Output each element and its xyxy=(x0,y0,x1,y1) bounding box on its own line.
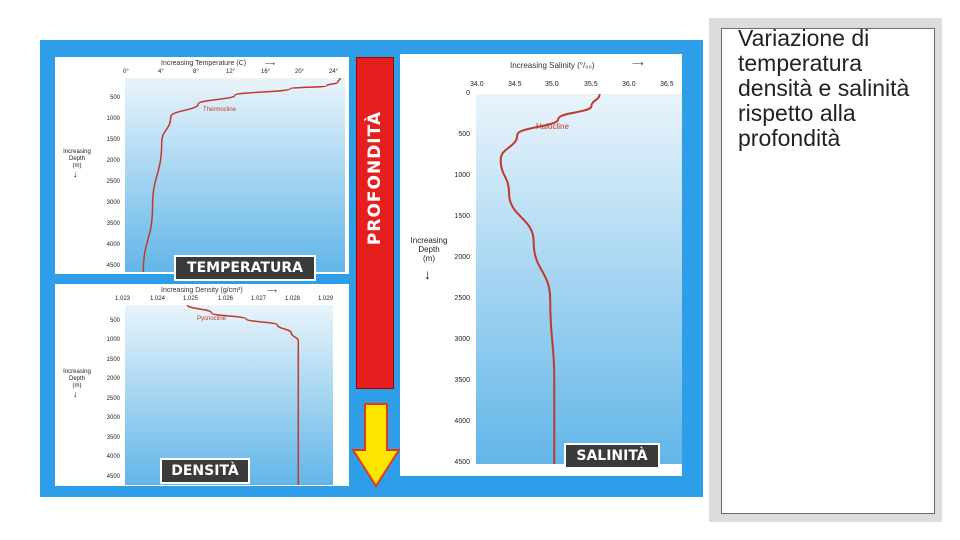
x-tick: 1.027 xyxy=(251,296,267,302)
y-tick: 2000 xyxy=(106,376,120,382)
slide-title: Variazione di temperatura densità e sali… xyxy=(738,25,910,151)
y-tick: 4500 xyxy=(454,459,470,466)
profondita-bar: PROFONDITÀ xyxy=(356,57,394,389)
y-tick: 2500 xyxy=(454,295,470,302)
y-tick: 3500 xyxy=(106,435,120,441)
y-tick: 1500 xyxy=(454,213,470,220)
x-tick: 16° xyxy=(261,69,271,75)
arrow-down-icon: ↓ xyxy=(424,266,431,282)
density-panel: Increasing Density (g/cm³) ⟶ 1.023 1.024… xyxy=(55,284,349,486)
y-tick: 3000 xyxy=(454,336,470,343)
temperature-plot-area xyxy=(125,78,345,272)
y-tick: 4000 xyxy=(106,242,120,248)
y-tick: 500 xyxy=(458,131,470,138)
y-tick: 500 xyxy=(109,318,120,324)
y-tick: 2500 xyxy=(106,179,120,185)
depth-label-line: (m) xyxy=(423,254,435,263)
y-tick: 3000 xyxy=(106,200,120,206)
depth-label-line: Increasing xyxy=(63,369,91,375)
x-tick: 35.5 xyxy=(584,81,598,88)
arrow-right-icon: ⟶ xyxy=(267,288,278,295)
x-tick: 36.5 xyxy=(660,81,674,88)
depth-label-line: (m) xyxy=(72,163,82,169)
salinita-label: SALINITÀ xyxy=(564,443,660,469)
y-tick: 1000 xyxy=(454,172,470,179)
arrow-right-icon: ⟶ xyxy=(632,59,644,68)
y-tick: 1000 xyxy=(106,337,120,343)
y-tick: 1000 xyxy=(106,116,120,122)
temperature-curve xyxy=(142,78,342,272)
arrow-right-icon: ⟶ xyxy=(265,61,276,68)
density-curve-svg xyxy=(186,305,300,485)
y-tick: 2000 xyxy=(454,254,470,261)
density-axis-title: Increasing Density (g/cm³) xyxy=(161,287,243,294)
x-tick: 8° xyxy=(193,69,199,75)
x-tick: 0° xyxy=(123,69,129,75)
density-curve xyxy=(186,305,300,485)
salinity-plot-area xyxy=(476,94,682,464)
y-tick: 1500 xyxy=(106,137,120,143)
arrow-down-icon: ↓ xyxy=(73,389,78,399)
x-tick: 20° xyxy=(295,69,305,75)
depth-label-line: Depth xyxy=(68,376,85,382)
y-tick: 3000 xyxy=(106,415,120,421)
y-tick: 4000 xyxy=(454,418,470,425)
depth-label: Increasing Depth (m) xyxy=(402,236,456,263)
x-tick: 1.029 xyxy=(318,296,334,302)
depth-label-line: Depth xyxy=(68,156,85,162)
x-tick: 1.026 xyxy=(218,296,234,302)
thermocline-annotation: Thermocline xyxy=(203,107,237,113)
ocean-profiles-figure: Increasing Temperature (C) ⟶ 0° 4° 8° 12… xyxy=(40,40,703,497)
depth-label: Increasing Depth (m) xyxy=(57,149,97,170)
y-tick: 2000 xyxy=(106,158,120,164)
x-tick: 35.0 xyxy=(545,81,559,88)
temperatura-label: TEMPERATURA xyxy=(174,255,316,281)
y-tick: 4500 xyxy=(106,263,120,269)
depth-label-line: Increasing xyxy=(410,236,448,245)
salinity-curve xyxy=(499,94,601,464)
x-tick: 4° xyxy=(158,69,164,75)
y-tick: 500 xyxy=(109,95,120,101)
arrow-down-icon: ↓ xyxy=(73,169,78,179)
y-tick: 4500 xyxy=(106,474,120,480)
halocline-annotation: Halocline xyxy=(536,122,569,131)
y-tick: 2500 xyxy=(106,396,120,402)
x-tick: 24° xyxy=(329,69,339,75)
y-tick: 0 xyxy=(466,90,470,97)
x-tick: 34.5 xyxy=(508,81,522,88)
temperature-panel: Increasing Temperature (C) ⟶ 0° 4° 8° 12… xyxy=(55,57,349,274)
x-tick: 12° xyxy=(226,69,236,75)
y-tick: 3500 xyxy=(106,221,120,227)
salinity-curve-svg xyxy=(499,94,601,464)
depth-label-line: Increasing xyxy=(63,149,91,155)
depth-label-line: Depth xyxy=(418,245,440,254)
densita-label: DENSITÀ xyxy=(160,458,250,484)
salinity-panel: Increasing Salinity (°/₀₀) ⟶ 34.0 34.5 3… xyxy=(400,54,682,476)
y-tick: 3500 xyxy=(454,377,470,384)
temperature-axis-title: Increasing Temperature (C) xyxy=(161,60,247,67)
y-tick: 1500 xyxy=(106,357,120,363)
temperature-curve-svg xyxy=(142,78,342,272)
x-tick: 1.024 xyxy=(150,296,166,302)
pycnocline-annotation: Pycnocline xyxy=(197,316,227,322)
profondita-label: PROFONDITÀ xyxy=(365,110,385,246)
y-tick: 4000 xyxy=(106,454,120,460)
x-tick: 34.0 xyxy=(470,81,484,88)
x-tick: 1.023 xyxy=(115,296,131,302)
x-tick: 36.0 xyxy=(622,81,636,88)
x-tick: 1.025 xyxy=(183,296,199,302)
arrow-down-icon xyxy=(351,403,401,488)
salinity-axis-title: Increasing Salinity (°/₀₀) xyxy=(510,61,595,70)
depth-label: Increasing Depth (m) xyxy=(57,369,97,390)
x-tick: 1.028 xyxy=(285,296,301,302)
text-box xyxy=(721,28,935,514)
depth-label-line: (m) xyxy=(72,383,82,389)
